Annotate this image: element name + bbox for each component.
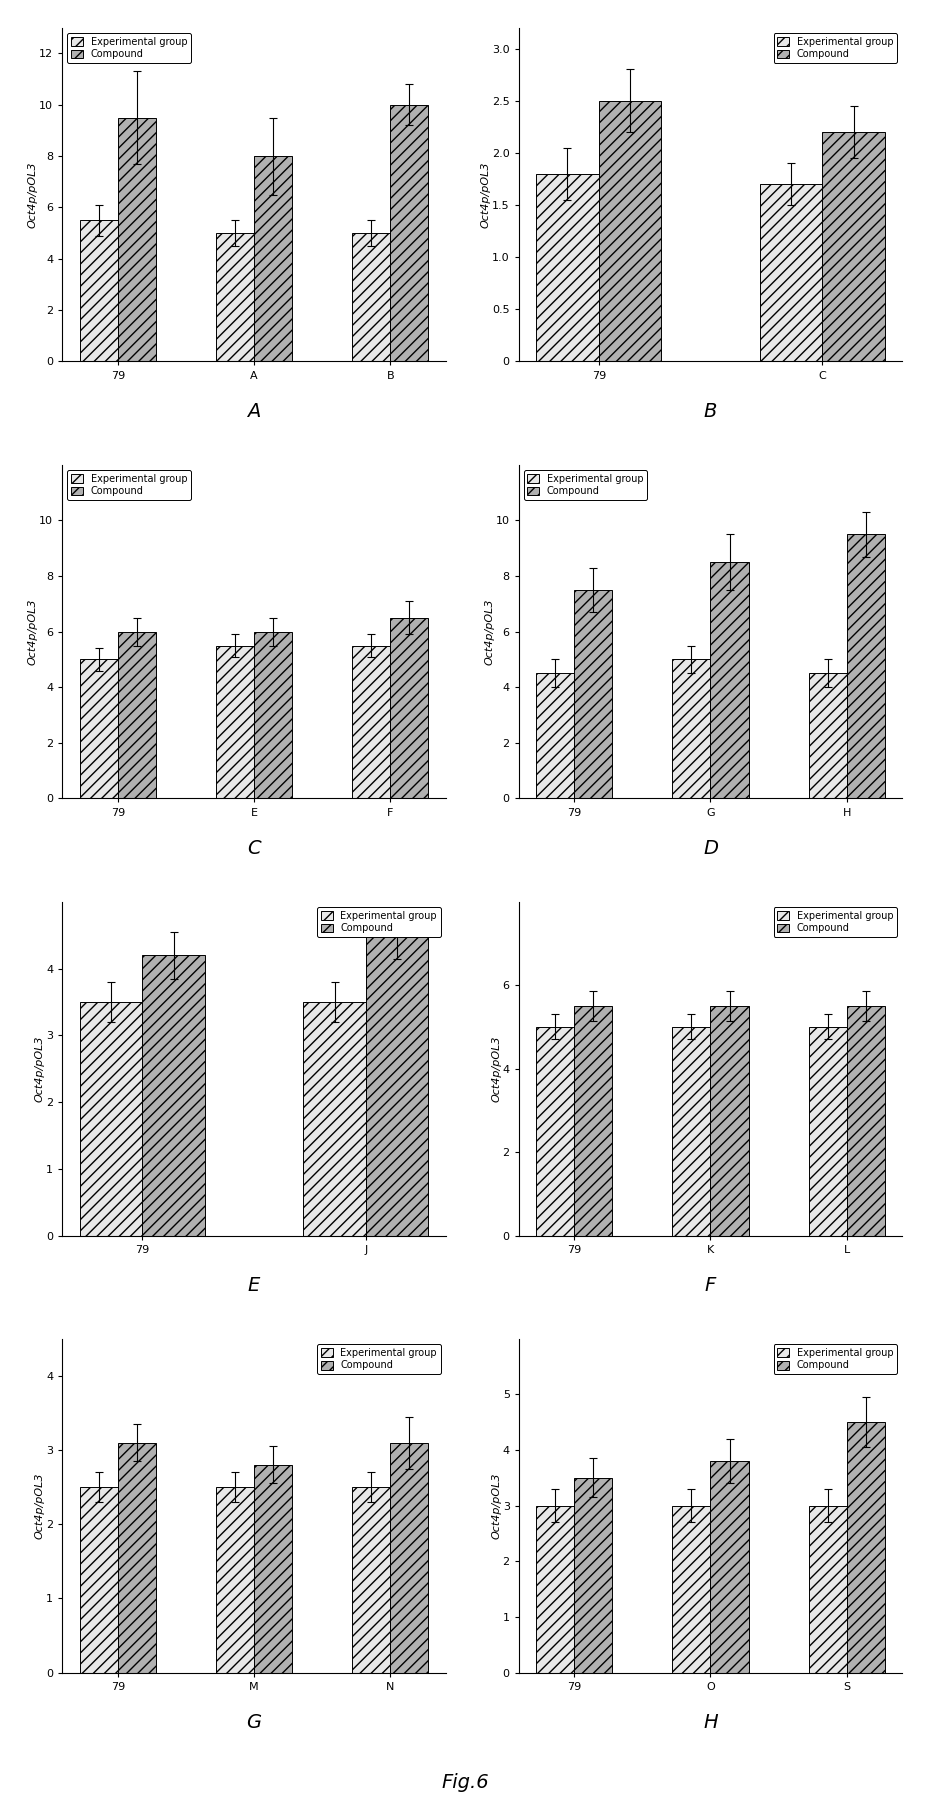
Bar <box>575 1006 613 1235</box>
Bar <box>142 956 205 1235</box>
Bar <box>118 117 156 362</box>
Y-axis label: Oct4p/pOL3: Oct4p/pOL3 <box>28 162 38 229</box>
Bar <box>365 936 429 1235</box>
Bar <box>254 157 292 362</box>
Bar <box>216 1487 254 1672</box>
Legend: Experimental group, Compound: Experimental group, Compound <box>317 1343 441 1375</box>
Bar <box>822 131 884 362</box>
Bar <box>254 632 292 799</box>
Legend: Experimental group, Compound: Experimental group, Compound <box>317 907 441 938</box>
Bar <box>537 1028 575 1235</box>
Bar <box>711 562 749 799</box>
Bar <box>672 1505 711 1672</box>
Y-axis label: Oct4p/pOL3: Oct4p/pOL3 <box>481 162 490 229</box>
Legend: Experimental group, Compound: Experimental group, Compound <box>67 470 191 500</box>
Bar <box>80 1487 118 1672</box>
Bar <box>846 535 884 799</box>
Bar <box>537 175 599 362</box>
Bar <box>672 1028 711 1235</box>
Legend: Experimental group, Compound: Experimental group, Compound <box>774 907 897 938</box>
Bar <box>537 673 575 799</box>
Bar <box>216 234 254 362</box>
Bar <box>352 1487 391 1672</box>
Bar <box>80 1003 142 1235</box>
Bar <box>575 590 613 799</box>
Bar <box>846 1422 884 1672</box>
Legend: Experimental group, Compound: Experimental group, Compound <box>774 32 897 63</box>
Text: E: E <box>248 1276 260 1294</box>
Bar <box>352 234 391 362</box>
Text: B: B <box>704 401 717 421</box>
Bar <box>391 617 429 799</box>
Y-axis label: Oct4p/pOL3: Oct4p/pOL3 <box>485 598 495 664</box>
Bar <box>537 1505 575 1672</box>
Bar <box>846 1006 884 1235</box>
Bar <box>575 1478 613 1672</box>
Bar <box>808 1505 846 1672</box>
Bar <box>391 1442 429 1672</box>
Legend: Experimental group, Compound: Experimental group, Compound <box>524 470 647 500</box>
Text: C: C <box>247 839 261 859</box>
Text: A: A <box>247 401 260 421</box>
Bar <box>711 1462 749 1672</box>
Bar <box>808 1028 846 1235</box>
Y-axis label: Oct4p/pOL3: Oct4p/pOL3 <box>34 1035 45 1102</box>
Bar <box>352 646 391 799</box>
Bar <box>118 632 156 799</box>
Bar <box>760 184 822 362</box>
Text: D: D <box>703 839 718 859</box>
Bar <box>599 101 661 362</box>
Bar <box>303 1003 365 1235</box>
Bar <box>216 646 254 799</box>
Bar <box>80 659 118 799</box>
Y-axis label: Oct4p/pOL3: Oct4p/pOL3 <box>491 1035 501 1102</box>
Legend: Experimental group, Compound: Experimental group, Compound <box>774 1343 897 1375</box>
Bar <box>80 220 118 362</box>
Y-axis label: Oct4p/pOL3: Oct4p/pOL3 <box>491 1472 501 1539</box>
Bar <box>118 1442 156 1672</box>
Bar <box>672 659 711 799</box>
Bar <box>808 673 846 799</box>
Legend: Experimental group, Compound: Experimental group, Compound <box>67 32 191 63</box>
Bar <box>711 1006 749 1235</box>
Text: G: G <box>246 1714 261 1732</box>
Text: H: H <box>703 1714 718 1732</box>
Y-axis label: Oct4p/pOL3: Oct4p/pOL3 <box>28 598 38 664</box>
Bar <box>391 104 429 362</box>
Bar <box>254 1465 292 1672</box>
Y-axis label: Oct4p/pOL3: Oct4p/pOL3 <box>34 1472 45 1539</box>
Text: F: F <box>705 1276 716 1294</box>
Text: Fig.6: Fig.6 <box>441 1773 489 1791</box>
